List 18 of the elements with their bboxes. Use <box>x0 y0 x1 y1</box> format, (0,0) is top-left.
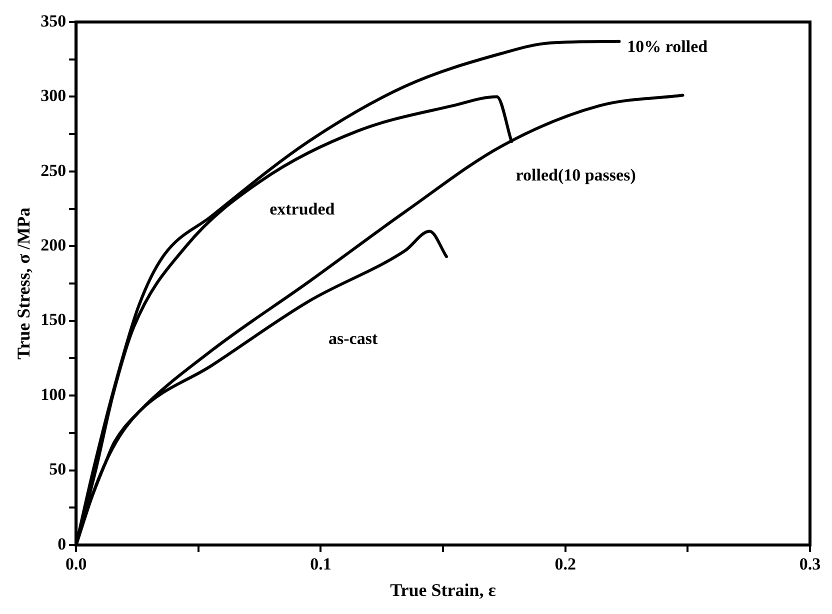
series-label: 10% rolled <box>627 36 708 56</box>
x-tick-label: 0.1 <box>310 554 332 574</box>
y-tick-label: 100 <box>40 384 66 404</box>
y-tick-label: 200 <box>40 236 66 255</box>
x-tick-label: 0.2 <box>554 554 576 574</box>
y-axis-title: True Stress, σ /MPa <box>13 207 34 360</box>
series-label: rolled(10 passes) <box>516 165 636 184</box>
y-tick-label: 350 <box>40 11 66 30</box>
series-label: extruded <box>270 199 336 218</box>
y-tick-label: 250 <box>40 160 66 180</box>
y-tick-label: 0 <box>58 534 66 554</box>
series-label: as-cast <box>328 328 378 348</box>
y-tick-label: 150 <box>40 310 66 330</box>
y-tick-label: 300 <box>40 86 66 106</box>
y-tick-label: 50 <box>49 460 66 479</box>
x-axis-title: True Strain, ε <box>390 580 496 600</box>
x-tick-label: 0.0 <box>65 554 87 574</box>
x-tick-label: 0.3 <box>799 554 821 574</box>
